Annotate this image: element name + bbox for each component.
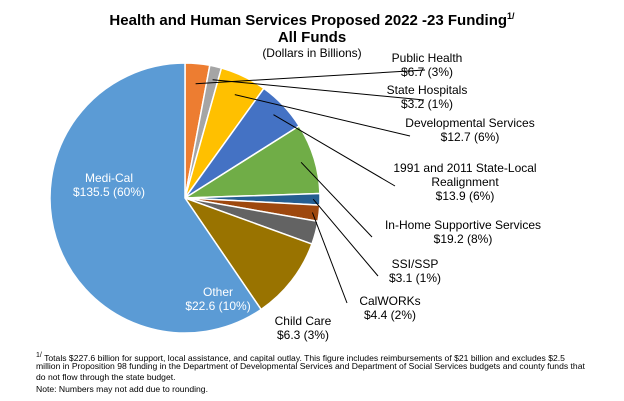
slice-value-in-home-supportive-services: $19.2 (8%) xyxy=(434,232,493,246)
leader-line-in-home-supportive-services xyxy=(300,161,373,238)
slice-value-public-health: $6.7 (3%) xyxy=(401,65,453,79)
slice-label-child-care: Child Care xyxy=(275,314,332,328)
leader-line-state-hospitals xyxy=(212,79,425,101)
footnote-note: Note: Numbers may not add due to roundin… xyxy=(36,384,208,394)
chart-title-text: Health and Human Services Proposed 2022 … xyxy=(109,12,508,29)
slice-value-other: $22.6 (10%) xyxy=(185,299,250,313)
footnote-line-3: do not flow through the state budget. xyxy=(36,372,176,382)
slice-value-medi-cal: $135.5 (60%) xyxy=(73,185,145,199)
slice-value-child-care: $6.3 (3%) xyxy=(277,328,329,342)
leader-line-1991-and-2011-state-local-realignment xyxy=(273,114,396,187)
pie-slice-other xyxy=(183,196,313,311)
leader-lines xyxy=(195,69,426,304)
footnote-text-1: Totals $227.6 billion for support, local… xyxy=(44,352,565,363)
slice-label-developmental-services: Developmental Services xyxy=(405,116,534,130)
pie-slice-medi-cal xyxy=(49,62,263,334)
slice-labels: Public Health$6.7 (3%)State Hospitals$3.… xyxy=(73,51,541,342)
slice-label-1991-and-2011-state-local-realignment-line-1: 1991 and 2011 State-Local xyxy=(393,161,536,175)
leader-line-ssi-ssp xyxy=(312,198,379,277)
slice-value-state-hospitals: $3.2 (1%) xyxy=(401,97,453,111)
slice-label-state-hospitals: State Hospitals xyxy=(387,83,468,97)
slice-label-in-home-supportive-services: In-Home Supportive Services xyxy=(385,218,541,232)
slice-value-developmental-services: $12.7 (6%) xyxy=(441,130,500,144)
slice-label-public-health: Public Health xyxy=(392,51,463,65)
pie-slices xyxy=(49,62,321,334)
slice-label-1991-and-2011-state-local-realignment-line-2: Realignment xyxy=(431,175,499,189)
chart-subtitle: (Dollars in Billions) xyxy=(262,46,362,60)
chart-title-line2: All Funds xyxy=(277,29,347,46)
slice-label-calworks: CalWORKs xyxy=(359,294,420,308)
footnote-marker: 1/ xyxy=(36,352,42,359)
leader-line-developmental-services xyxy=(234,94,411,137)
slice-label-ssi-ssp: SSI/SSP xyxy=(392,257,439,271)
slice-value-calworks: $4.4 (2%) xyxy=(364,308,416,322)
title-footnote-marker: 1/ xyxy=(507,11,515,21)
footnote-line-2: million in Proposition 98 funding in the… xyxy=(36,361,585,371)
slice-label-medi-cal: Medi-Cal xyxy=(85,171,133,185)
slice-value-1991-and-2011-state-local-realignment: $13.9 (6%) xyxy=(436,189,495,203)
slice-label-other: Other xyxy=(203,285,233,299)
chart-title: Health and Human Services Proposed 2022 … xyxy=(0,11,624,29)
leader-line-calworks xyxy=(311,212,348,304)
footnote-line-1: 1/ Totals $227.6 billion for support, lo… xyxy=(36,350,596,364)
slice-value-ssi-ssp: $3.1 (1%) xyxy=(389,271,441,285)
